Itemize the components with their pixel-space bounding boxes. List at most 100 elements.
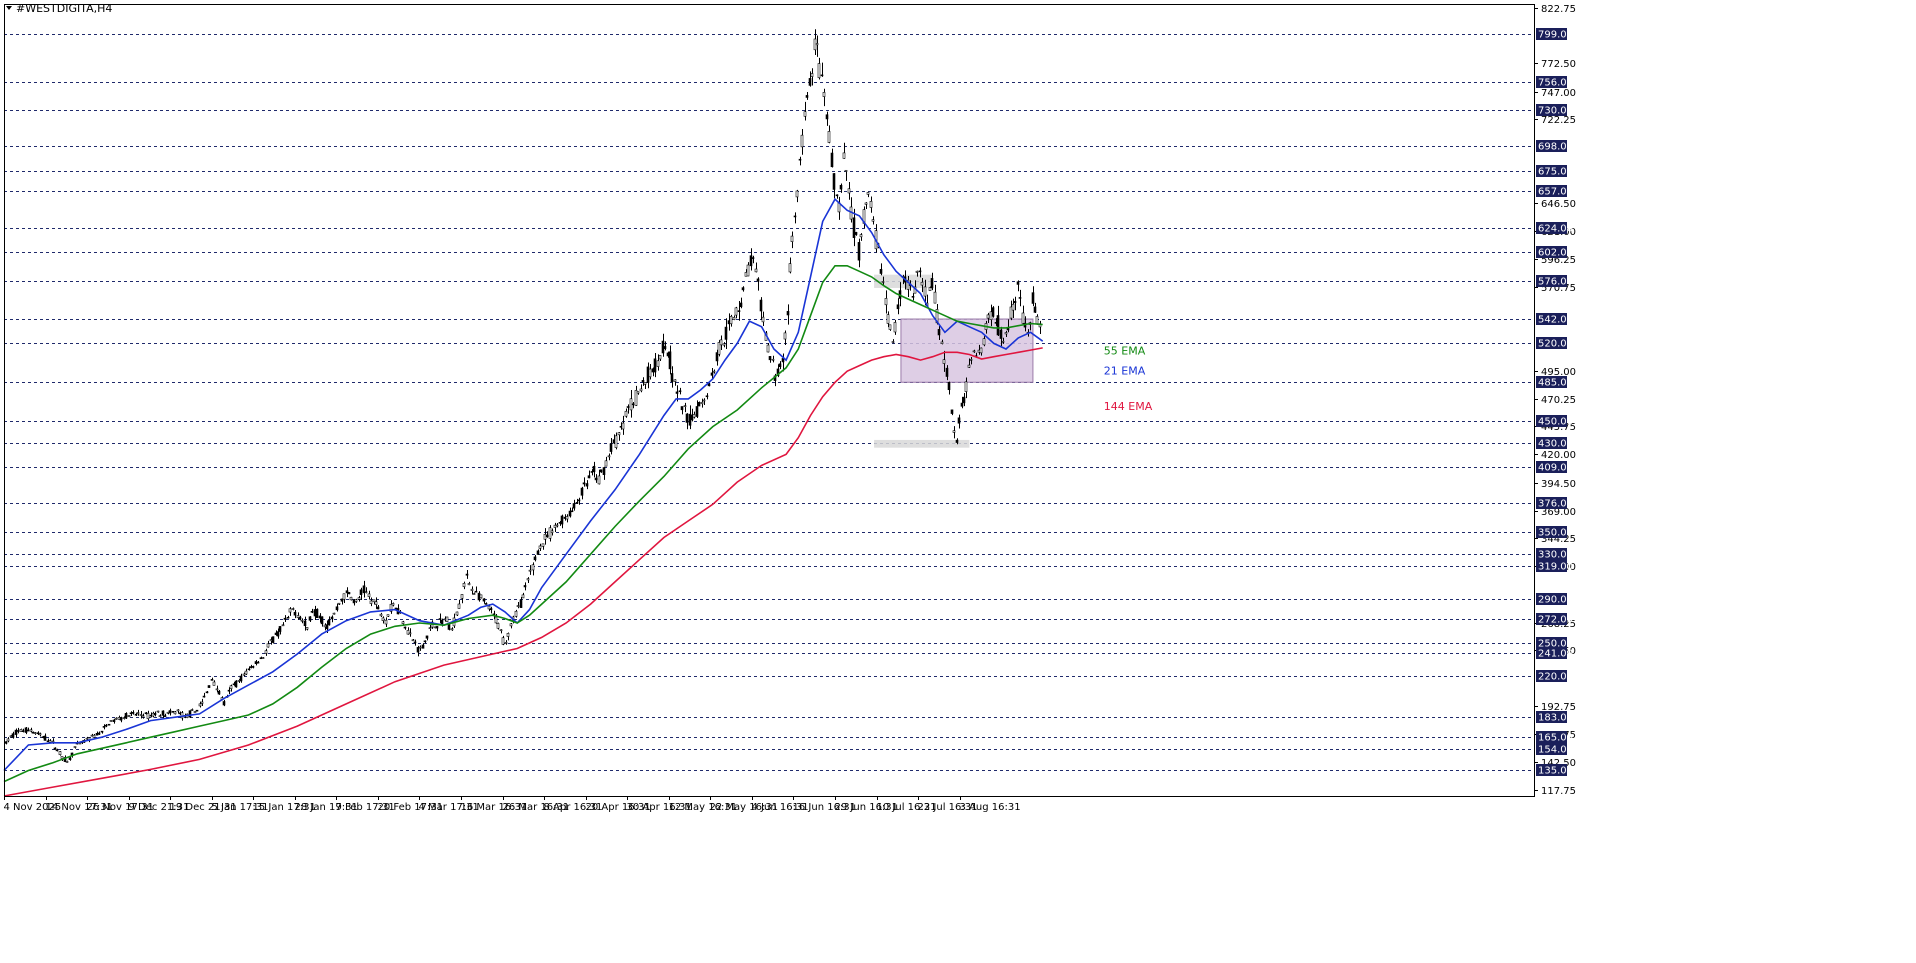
candle-body [237, 680, 241, 682]
candle-body [541, 543, 545, 547]
candle-body [942, 359, 946, 364]
x-tick-label: 22 May 16:31 [710, 802, 779, 813]
plot-border [4, 4, 1535, 797]
candle-body [423, 640, 427, 643]
candle-body [369, 600, 373, 604]
series-21-ema [3, 197, 1044, 772]
candle-body [962, 396, 966, 404]
candle-body [715, 352, 719, 362]
candle-body [161, 710, 165, 716]
candle-body [501, 637, 505, 645]
candle-body [472, 593, 476, 595]
candle-body [749, 255, 753, 267]
level-badge-label: 290.00 [1538, 595, 1573, 606]
candle-body [403, 626, 407, 629]
candle-body [354, 599, 358, 602]
candle-body [188, 710, 192, 718]
level-badge-label: 485.00 [1538, 378, 1573, 389]
candle-body [844, 169, 848, 172]
y-tick-label: 772.50 [1541, 59, 1576, 70]
candle-body [781, 358, 785, 363]
level-badge-label: 220.00 [1538, 672, 1573, 683]
candle-body [614, 435, 618, 448]
candle-body [51, 740, 55, 743]
candle-body [325, 624, 329, 630]
x-tick-label: 22 Jul 16:31 [918, 802, 978, 813]
candle-body [36, 732, 40, 735]
candle-body [112, 719, 116, 722]
candle-body [242, 673, 246, 676]
y-tick-label: 344.25 [1541, 534, 1576, 545]
candle-body [11, 733, 15, 738]
candle-body [504, 642, 508, 644]
candle-body [729, 316, 733, 325]
candle-body [599, 469, 603, 473]
candle-body [712, 370, 716, 373]
candle-body [207, 685, 211, 688]
candle-body [827, 131, 831, 143]
candle-body [695, 406, 699, 417]
candle-body [999, 329, 1003, 339]
x-tick-label: 8 Apr 16:31 [544, 802, 603, 813]
candle-body [825, 114, 829, 120]
x-tick-label: 20 Feb 17:31 [378, 802, 444, 813]
candle-body [418, 646, 422, 649]
level-badge-label: 576.00 [1538, 277, 1573, 288]
candle-body [349, 596, 353, 601]
candle-body [60, 756, 64, 759]
candle-body [759, 299, 763, 312]
candle-body [918, 270, 922, 273]
candle-body [979, 347, 983, 354]
candle-body [788, 263, 792, 273]
candle-body [367, 593, 371, 597]
candle-body [884, 298, 888, 306]
candle-body [842, 152, 846, 159]
candle-body [575, 502, 579, 504]
dropdown-triangle-icon[interactable] [6, 6, 12, 10]
candles [4, 29, 1042, 763]
y-tick-label: 420.00 [1541, 450, 1576, 461]
candle-body [465, 573, 469, 576]
level-badge-label: 319.00 [1538, 562, 1573, 573]
candle-body [178, 712, 182, 715]
candle-body [604, 460, 608, 467]
candle-body [457, 603, 461, 609]
candle-body [100, 730, 104, 733]
candle-body [288, 608, 292, 613]
level-badge [1536, 548, 1567, 560]
candle-body [1009, 306, 1013, 319]
candle-body [379, 613, 383, 617]
candle-body [768, 356, 772, 361]
level-badge-label: 135.00 [1538, 766, 1573, 777]
candle-body [122, 717, 126, 719]
level-badge [1536, 104, 1567, 116]
level-badge-label: 756.00 [1538, 78, 1573, 89]
candle-body [911, 296, 915, 298]
candle-body [176, 709, 180, 712]
y-tick-label: 822.75 [1541, 4, 1576, 15]
candle-body [832, 173, 836, 190]
level-badge-label: 272.00 [1538, 615, 1573, 626]
x-tick-label: 12 May 16:31 [669, 802, 738, 813]
candle-body [29, 729, 33, 732]
candle-body [264, 650, 268, 654]
candle-body [127, 715, 131, 718]
candle-body [957, 417, 961, 424]
candle-body [739, 302, 743, 308]
chart-header: #WESTDIGITA,H4 [6, 2, 112, 15]
x-tick-label: 26 Nov 17:31 [87, 802, 154, 813]
level-badge [1536, 743, 1567, 755]
candle-body [251, 666, 255, 668]
candle-body [636, 391, 640, 394]
candle-body [310, 611, 314, 613]
candle-body [641, 380, 645, 383]
candle-body [771, 358, 775, 361]
candle-body [136, 712, 140, 714]
candle-body [261, 657, 265, 659]
candle-body [724, 326, 728, 340]
candle-body [435, 626, 439, 629]
candle-body [920, 281, 924, 286]
